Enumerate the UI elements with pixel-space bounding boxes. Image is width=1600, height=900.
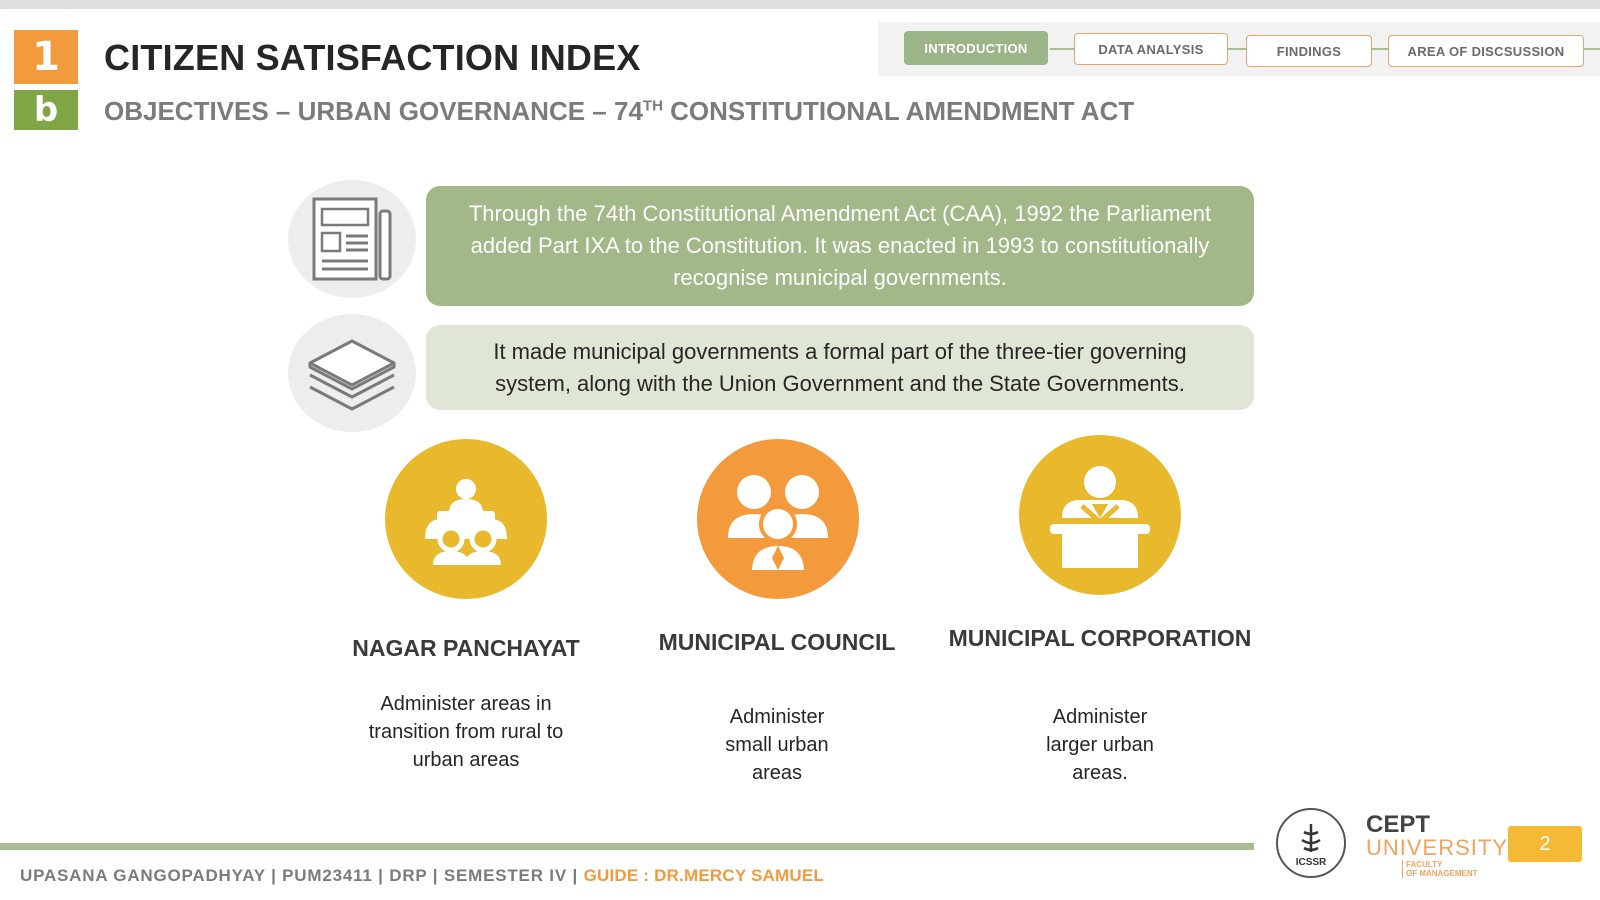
footer-guide: GUIDE : DR.MERCY SAMUEL <box>583 866 824 885</box>
tab-introduction[interactable]: INTRODUCTION <box>904 31 1048 65</box>
nagar-panchayat-desc: Administer areas in transition from rura… <box>368 693 564 771</box>
icssr-logo: ICSSR <box>1276 808 1346 878</box>
section-number-badge: 1 <box>14 30 78 84</box>
slide-subtitle: OBJECTIVES – URBAN GOVERNANCE – 74TH CON… <box>104 96 1135 126</box>
meeting-table-icon <box>385 439 547 599</box>
tab-data-analysis[interactable]: DATA ANALYSIS <box>1074 33 1228 65</box>
municipal-corporation-title: MUNICIPAL CORPORATION <box>948 625 1252 651</box>
footer-divider <box>0 843 1254 850</box>
subsection-letter-badge: b <box>14 90 78 130</box>
layers-icon <box>288 314 416 432</box>
footer-credits: UPASANA GANGOPADHYAY | PUM23411 | DRP | … <box>20 866 824 886</box>
page-number: 2 <box>1508 826 1582 862</box>
slide-title: CITIZEN SATISFACTION INDEX <box>104 37 641 78</box>
three-tier-box: It made municipal governments a formal p… <box>426 325 1254 410</box>
footer-author: UPASANA GANGOPADHYAY | PUM23411 | DRP | … <box>20 866 584 885</box>
caa-intro-box: Through the 74th Constitutional Amendmen… <box>426 186 1254 306</box>
municipal-council-desc: Administer small urban areas <box>725 706 829 784</box>
newspaper-icon <box>288 180 416 298</box>
top-strip <box>0 0 1600 9</box>
council-desk-icon <box>1019 435 1181 595</box>
cept-university-logo: CEPT UNIVERSITY FACULTY OF MANAGEMENT <box>1366 811 1509 878</box>
municipal-corporation-desc: Administer larger urban areas. <box>1046 706 1154 784</box>
group-icon <box>697 439 859 599</box>
tab-area-of-discussion[interactable]: AREA OF DISCSUSSION <box>1388 35 1584 67</box>
nagar-panchayat-title: NAGAR PANCHAYAT <box>352 635 580 661</box>
tab-findings[interactable]: FINDINGS <box>1246 35 1372 67</box>
municipal-council-title: MUNICIPAL COUNCIL <box>658 629 896 655</box>
